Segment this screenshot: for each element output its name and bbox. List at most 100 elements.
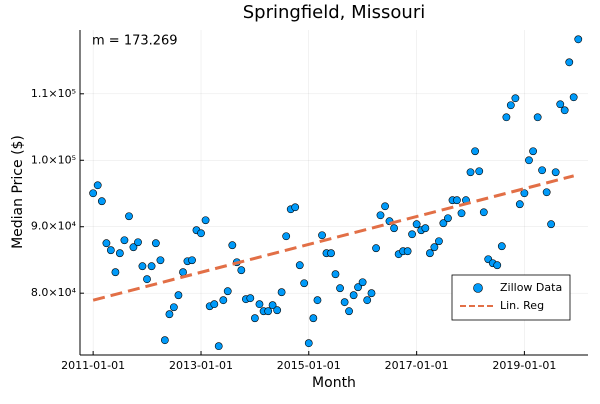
data-point [313,296,322,305]
data-point [147,262,156,271]
data-point [466,168,475,177]
data-point [538,166,546,175]
data-point [340,298,349,307]
data-point [291,203,300,212]
data-point [138,262,147,271]
data-point [165,310,174,319]
y-tick-label: 1.0×10⁵ [31,153,76,166]
legend-label: Lin. Reg [500,299,544,312]
data-point [134,238,142,247]
data-point [426,249,434,258]
data-point [345,307,353,316]
legend-label: Zillow Data [500,281,562,294]
data-point [129,243,138,252]
data-point [574,35,583,44]
y-axis-label: Median Price ($) [10,135,26,249]
data-point [331,270,340,279]
data-point [479,208,488,217]
data-point [318,231,326,240]
data-point [214,342,223,351]
data-point [421,224,430,233]
data-point [255,300,264,309]
data-point [151,239,160,248]
data-point [497,242,506,251]
y-tick-label: 1.1×10⁵ [31,87,76,100]
data-point [430,243,439,252]
data-point [444,214,452,223]
data-point [179,268,187,277]
data-point [493,261,502,270]
data-point [273,306,282,315]
data-point [264,307,273,316]
data-point [367,289,376,298]
data-point [174,291,183,300]
data-point [408,230,416,239]
data-point [327,249,335,258]
x-tick-label: 2011-01-01 [61,359,125,372]
chart-title: Springfield, Missouri [243,2,425,23]
data-point [246,294,255,303]
data-point [547,220,556,229]
data-point [412,220,421,229]
data-point [115,249,124,258]
data-point [277,288,286,297]
regression-line [92,174,575,302]
data-point [268,301,277,310]
data-point [349,291,358,300]
data-point [457,209,466,218]
data-point [102,239,111,248]
data-point [363,296,372,305]
data-point [551,168,560,177]
data-point [525,156,533,165]
data-point [354,283,362,292]
data-point [309,314,318,323]
x-tick-label: 2015-01-01 [277,359,341,372]
data-point [156,256,165,265]
data-point [565,58,574,67]
legend-marker [473,283,483,293]
data-point [237,266,246,275]
data-point [201,216,210,225]
data-point [502,113,511,122]
data-point [475,167,484,176]
data-point [533,113,542,122]
data-point [160,336,169,345]
data-point [304,339,313,348]
data-point [511,94,520,103]
data-point [120,236,129,245]
data-point [506,101,515,110]
data-point [439,219,448,228]
data-point [106,246,115,255]
y-tick-label: 9.0×10⁴ [31,220,77,233]
x-tick-label: 2017-01-01 [385,359,449,372]
x-tick-label: 2013-01-01 [169,359,233,372]
data-point [390,224,398,233]
data-point [169,303,178,312]
data-point [453,196,461,205]
data-point [376,211,385,220]
data-point [143,275,151,284]
data-point [358,278,367,287]
data-point [529,147,537,156]
data-point [569,93,578,102]
data-point [125,212,133,221]
data-point [97,197,106,206]
data-point [295,261,304,270]
data-point [300,279,309,288]
data-point [471,147,479,156]
data-point [282,232,291,241]
data-point [560,106,569,115]
data-point [89,189,98,198]
data-point [188,256,196,265]
data-point [381,202,389,211]
data-point [219,296,228,305]
x-tick-label: 2019-01-01 [492,359,556,372]
data-point [336,284,344,293]
x-axis-label: Month [312,375,356,391]
data-point [542,188,551,197]
data-point [520,189,529,198]
legend-box [451,274,571,321]
y-tick-label: 8.0×10⁴ [31,286,77,299]
data-point [93,181,102,190]
data-point [111,268,120,277]
